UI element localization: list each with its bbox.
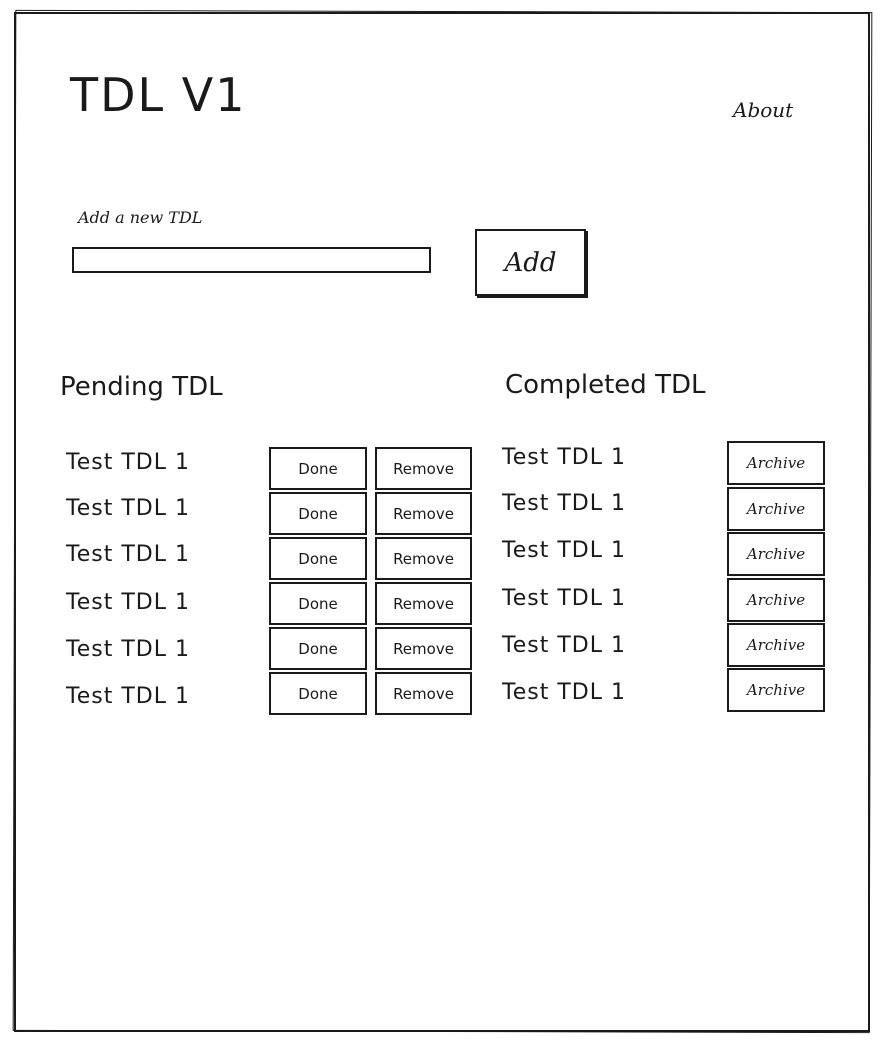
completed-title: Completed TDL <box>505 370 706 400</box>
archive-button[interactable]: Archive <box>727 532 825 576</box>
remove-button[interactable]: Remove <box>375 582 472 625</box>
completed-item-text: Test TDL 1 <box>502 680 626 705</box>
done-button[interactable]: Done <box>269 672 367 715</box>
page-frame <box>14 12 870 1032</box>
about-link[interactable]: About <box>733 98 794 122</box>
archive-button[interactable]: Archive <box>727 487 825 531</box>
new-tdl-input[interactable] <box>72 247 431 273</box>
add-button[interactable]: Add <box>475 229 586 296</box>
pending-item-text: Test TDL 1 <box>66 542 190 567</box>
done-button[interactable]: Done <box>269 492 367 535</box>
completed-item-text: Test TDL 1 <box>502 491 626 516</box>
pending-item-text: Test TDL 1 <box>66 684 190 709</box>
completed-item-text: Test TDL 1 <box>502 445 626 470</box>
remove-button[interactable]: Remove <box>375 537 472 580</box>
page-title: TDL V1 <box>70 68 247 122</box>
completed-item-text: Test TDL 1 <box>502 633 626 658</box>
done-button[interactable]: Done <box>269 582 367 625</box>
archive-button[interactable]: Archive <box>727 623 825 667</box>
remove-button[interactable]: Remove <box>375 492 472 535</box>
done-button[interactable]: Done <box>269 537 367 580</box>
pending-item-text: Test TDL 1 <box>66 637 190 662</box>
pending-title: Pending TDL <box>60 372 223 402</box>
new-tdl-label: Add a new TDL <box>78 208 203 227</box>
completed-item-text: Test TDL 1 <box>502 538 626 563</box>
done-button[interactable]: Done <box>269 627 367 670</box>
pending-item-text: Test TDL 1 <box>66 590 190 615</box>
pending-item-text: Test TDL 1 <box>66 496 190 521</box>
done-button[interactable]: Done <box>269 447 367 490</box>
archive-button[interactable]: Archive <box>727 441 825 485</box>
completed-item-text: Test TDL 1 <box>502 586 626 611</box>
remove-button[interactable]: Remove <box>375 447 472 490</box>
remove-button[interactable]: Remove <box>375 672 472 715</box>
archive-button[interactable]: Archive <box>727 578 825 622</box>
pending-item-text: Test TDL 1 <box>66 450 190 475</box>
archive-button[interactable]: Archive <box>727 668 825 712</box>
remove-button[interactable]: Remove <box>375 627 472 670</box>
